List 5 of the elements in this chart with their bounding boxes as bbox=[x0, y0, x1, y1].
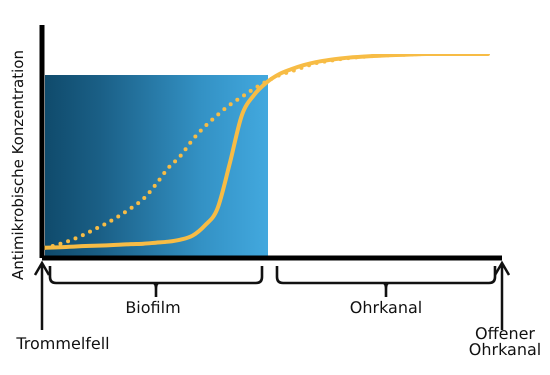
text: Ohrkanal bbox=[348, 298, 424, 317]
text: Trommelfell bbox=[15, 334, 111, 353]
y-axis-title: Antimikrobische Konzentration bbox=[9, 50, 27, 280]
text: Offener Ohrkanal bbox=[468, 324, 542, 359]
text: Biofilm bbox=[124, 298, 182, 317]
